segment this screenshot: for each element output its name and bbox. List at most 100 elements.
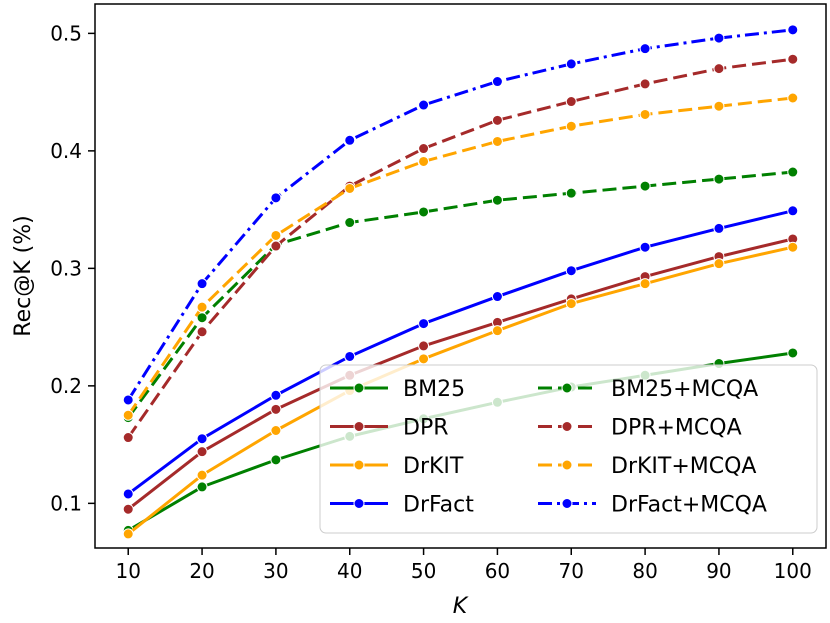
data-point-drfact [122,488,134,500]
data-point-drfact [270,389,282,401]
series-line-drfact [127,209,794,496]
x-axis-label: K [453,594,469,619]
data-point-drfact-mcqa [787,24,799,36]
data-point-bm25-mcqa [196,312,208,324]
data-point-drfact [344,350,356,362]
data-point-dpr [122,503,134,515]
data-point-drfact-mcqa [418,99,430,111]
data-point-drkit-mcqa [418,155,430,167]
data-point-drkit [639,278,651,290]
data-point-drkit [122,528,134,540]
data-point-bm25 [787,347,799,359]
data-point-bm25-mcqa [491,194,503,206]
data-point-drkit [787,241,799,253]
series-drkit-mcqa [122,92,799,421]
data-point-dpr [418,340,430,352]
data-point-dpr-mcqa [122,432,134,444]
data-point-drfact [491,291,503,303]
data-point-dpr-mcqa [418,143,430,155]
series-line-drfact-mcqa [126,28,793,401]
data-point-drfact-mcqa [491,76,503,88]
legend-box [319,364,818,534]
x-tick-label: 80 [632,559,657,583]
data-point-drfact [196,433,208,445]
series-line-drkit-mcqa [126,96,793,417]
data-point-dpr-mcqa [713,63,725,75]
data-point-drfact [713,222,725,234]
data-point-drfact [639,241,651,253]
x-tick-label: 60 [485,559,510,583]
series-drfact [122,205,799,500]
data-point-drfact-mcqa [713,32,725,44]
x-tick-label: 30 [263,559,288,583]
y-tick-label: 0.4 [50,139,82,163]
data-point-drkit [418,353,430,365]
data-point-drkit [713,258,725,270]
plot-frame [94,3,827,549]
series-drfact-mcqa [122,24,799,406]
data-point-dpr-mcqa [270,240,282,252]
y-axis: 0.1 0.2 0.3 0.4 0.5 [50,21,95,515]
legend-marker-drkit [353,459,365,471]
data-point-drfact-mcqa [344,134,356,146]
legend-label-drkit-mcqa: DrKIT+MCQA [611,454,756,479]
data-point-drfact [787,205,799,217]
legend-label-bm25: BM25 [403,377,465,402]
x-tick-label: 20 [189,559,214,583]
series-dpr [122,233,799,515]
legend-marker-dpr [353,421,365,432]
y-tick-label: 0.1 [50,491,82,515]
legend-marker-drfact [353,498,365,509]
data-point-bm25-mcqa [639,180,651,192]
data-point-drkit-mcqa [270,229,282,241]
y-tick-label: 0.2 [50,374,82,398]
data-point-bm25-mcqa [713,173,725,185]
data-point-dpr [270,403,282,415]
data-point-drfact [565,265,577,277]
legend-marker-bm25 [353,382,365,394]
data-point-bm25 [270,454,282,466]
data-point-drkit [491,325,503,337]
data-point-drkit [565,298,577,310]
legend-marker-drkit-mcqa [561,459,573,471]
data-point-dpr-mcqa [639,78,651,90]
data-point-dpr-mcqa [787,53,799,65]
data-point-drkit-mcqa [196,301,208,313]
legend-label-dpr-mcqa: DPR+MCQA [611,416,742,441]
y-axis-label: Rec@K (%) [11,215,36,336]
data-point-dpr-mcqa [491,114,503,126]
legend-label-drkit: DrKIT [403,454,464,479]
data-point-drkit-mcqa [491,135,503,147]
data-point-drkit [270,425,282,437]
x-tick-label: 40 [337,559,362,583]
data-point-bm25-mcqa [565,187,577,199]
x-tick-label: 90 [706,559,731,583]
data-point-dpr-mcqa [565,96,577,108]
data-point-drkit-mcqa [344,182,356,194]
data-point-bm25-mcqa [344,217,356,229]
data-point-dpr [196,446,208,458]
x-tick-label: 100 [774,559,812,583]
series-line-drkit [127,245,794,536]
data-point-drkit-mcqa [639,108,651,120]
x-tick-label: 50 [411,559,436,583]
data-point-drkit-mcqa [787,92,799,104]
data-point-drfact-mcqa [565,58,577,70]
data-point-bm25 [196,481,208,493]
legend-label-bm25-mcqa: BM25+MCQA [611,377,758,402]
x-tick-label: 10 [116,559,141,583]
data-point-drfact [418,318,430,330]
legend-label-drfact: DrFact [403,493,474,518]
series-line-dpr [127,237,794,511]
data-point-drfact-mcqa [270,192,282,204]
x-axis: 10 20 30 40 50 60 70 80 90 100 [116,548,812,583]
legend-marker-bm25-mcqa [561,382,573,394]
x-tick-label: 70 [559,559,584,583]
data-point-drkit-mcqa [565,120,577,132]
legend-label-drfact-mcqa: DrFact+MCQA [611,493,767,518]
data-point-bm25-mcqa [787,166,799,178]
legend-marker-dpr-mcqa [561,421,573,432]
legend-label-dpr: DPR [403,416,449,441]
data-point-drkit-mcqa [122,409,134,421]
